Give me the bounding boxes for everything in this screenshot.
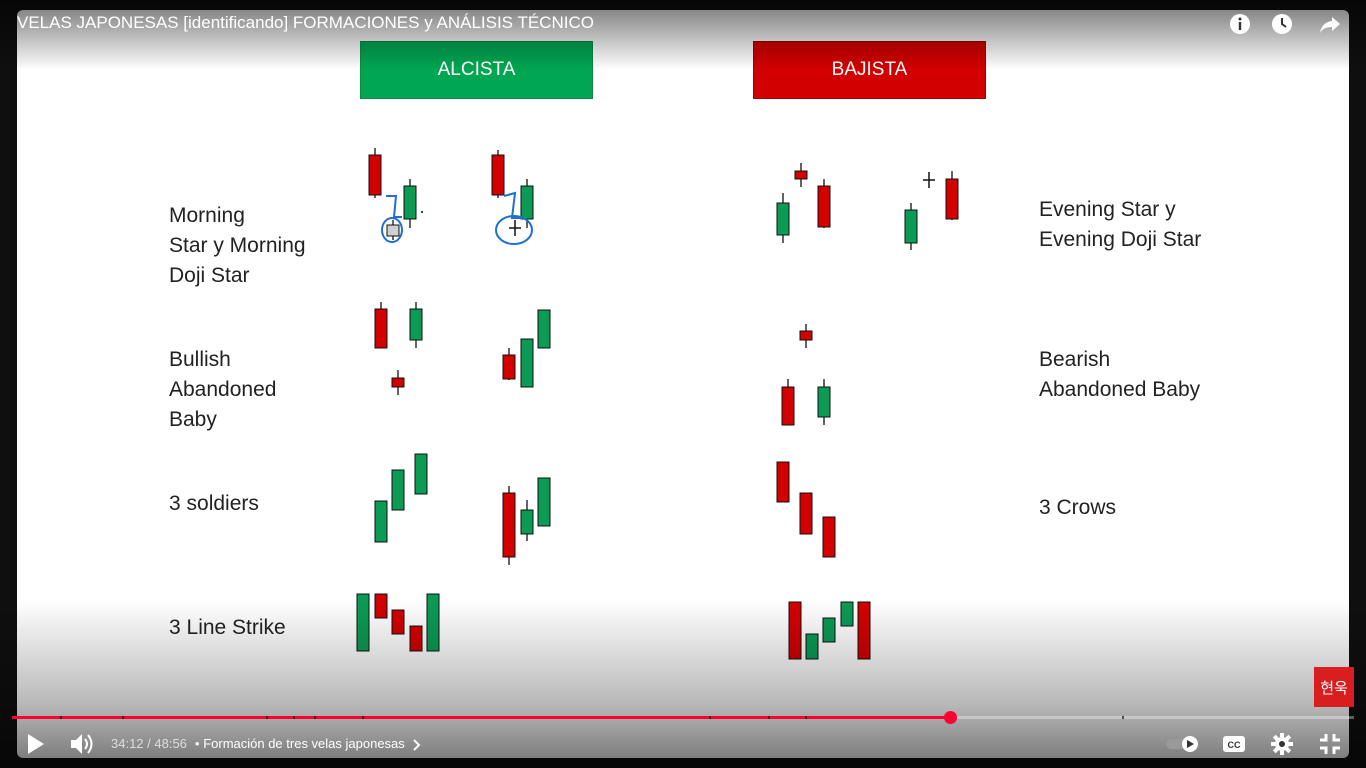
evening-star-label: Evening Star y Evening Doji Star bbox=[1039, 198, 1202, 251]
stray-dot bbox=[420, 210, 424, 214]
candle-body bbox=[391, 377, 405, 388]
candle-body bbox=[840, 601, 854, 627]
scrubber-handle[interactable] bbox=[944, 711, 958, 724]
candle-body bbox=[799, 330, 813, 341]
candle-body bbox=[368, 154, 382, 196]
time-display: 34:12 / 48:56 bbox=[111, 736, 187, 751]
candle-body bbox=[426, 593, 440, 652]
candle-body bbox=[409, 308, 423, 341]
watermark-badge: 현욱 bbox=[1314, 667, 1354, 707]
video-title[interactable]: VELAS JAPONESAS [identificando] FORMACIO… bbox=[17, 13, 594, 32]
chapter-marker bbox=[266, 716, 268, 719]
video-frame: ALCISTA BAJISTA Morning Star y Morning D… bbox=[17, 10, 1349, 758]
gear-icon[interactable] bbox=[1269, 731, 1295, 757]
candle-body bbox=[356, 593, 370, 652]
candle-body bbox=[788, 601, 802, 660]
play-icon[interactable] bbox=[22, 731, 48, 757]
chapter-marker bbox=[314, 716, 316, 719]
candle-body bbox=[945, 178, 959, 220]
chapter-marker bbox=[1122, 716, 1124, 719]
candle-body bbox=[502, 492, 516, 558]
candle-body bbox=[799, 492, 813, 535]
chevron-right-icon bbox=[412, 738, 422, 751]
annotation-mark bbox=[386, 195, 402, 218]
candle-body bbox=[491, 154, 505, 196]
chapter-marker bbox=[122, 716, 124, 719]
clock-icon[interactable] bbox=[1270, 12, 1294, 36]
candle-body bbox=[822, 617, 836, 643]
bearish-abandoned-baby-label: Bearish Abandoned Baby bbox=[1039, 348, 1201, 401]
bearish-header: BAJISTA bbox=[753, 41, 986, 99]
candle-body bbox=[781, 386, 795, 426]
candle-body bbox=[817, 185, 831, 228]
candle-body bbox=[537, 477, 551, 527]
chapter-separator: • bbox=[195, 736, 200, 751]
candle-body bbox=[374, 500, 388, 543]
annotation-mark bbox=[503, 191, 522, 219]
candle-body bbox=[391, 469, 405, 511]
candle-body bbox=[520, 509, 534, 535]
candle-body bbox=[805, 633, 819, 660]
candle-body bbox=[857, 601, 871, 660]
bullish-abandoned-baby-label: Bullish Abandoned Baby bbox=[169, 348, 277, 431]
candle-body bbox=[374, 593, 388, 619]
annotation-circle bbox=[381, 217, 403, 243]
chapter-marker bbox=[293, 716, 295, 719]
info-icon[interactable] bbox=[1228, 12, 1252, 36]
exit-fullscreen-icon[interactable] bbox=[1317, 731, 1343, 757]
candle-body bbox=[794, 170, 808, 180]
morning-star-label: Morning Star y Morning Doji Star bbox=[169, 204, 306, 287]
candle-body bbox=[391, 609, 405, 635]
svg-text:CC: CC bbox=[1228, 740, 1241, 750]
chapter-marker bbox=[362, 716, 364, 719]
candle-body bbox=[904, 209, 918, 244]
progress-bar[interactable] bbox=[12, 711, 1354, 724]
candle-body bbox=[502, 354, 516, 380]
three-soldiers-label: 3 soldiers bbox=[169, 492, 259, 515]
chapter-marker bbox=[805, 716, 807, 719]
chapter-marker bbox=[768, 716, 770, 719]
three-crows-label: 3 Crows bbox=[1039, 496, 1117, 519]
annotation-circle bbox=[495, 215, 533, 245]
bullish-header: ALCISTA bbox=[360, 41, 593, 99]
candle-body bbox=[537, 309, 551, 349]
chapter-title[interactable]: • Formación de tres velas japonesas bbox=[195, 736, 422, 751]
progress-played bbox=[12, 716, 951, 719]
volume-icon[interactable] bbox=[68, 731, 96, 757]
chapter-marker bbox=[709, 716, 711, 719]
chapter-marker bbox=[60, 716, 62, 719]
candle-body bbox=[374, 308, 388, 349]
candle-body bbox=[520, 185, 534, 220]
candle-body bbox=[822, 516, 836, 558]
candle-body bbox=[409, 625, 423, 652]
candle-body bbox=[414, 453, 428, 495]
share-icon[interactable] bbox=[1318, 12, 1342, 36]
autoplay-toggle-icon[interactable] bbox=[1165, 734, 1201, 754]
candle-body bbox=[776, 461, 790, 503]
chapter-name: Formación de tres velas japonesas bbox=[203, 736, 405, 751]
captions-icon[interactable]: CC bbox=[1221, 733, 1247, 755]
candle-body bbox=[403, 185, 417, 220]
three-line-strike-label: 3 Line Strike bbox=[169, 616, 286, 639]
candle-body bbox=[817, 386, 831, 418]
candle-body bbox=[776, 202, 790, 236]
candle-body bbox=[386, 224, 400, 237]
candle-body bbox=[520, 338, 534, 388]
